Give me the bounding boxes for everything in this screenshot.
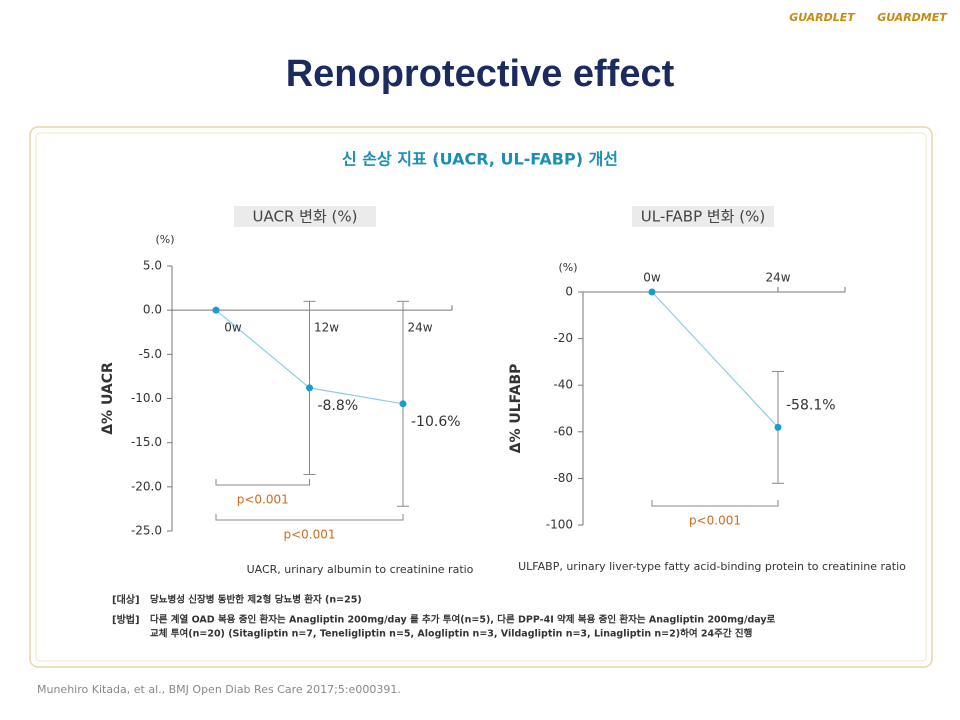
data-point	[306, 384, 313, 392]
slide-title: Renoprotective effect	[286, 53, 675, 95]
x-tick-label: 24w	[765, 271, 790, 285]
note-text: 당뇨병성 신장병 동반한 제2형 당뇨병 환자 (n=25)	[150, 594, 362, 606]
y-tick-label: -5.0	[139, 347, 162, 361]
significance-label: p<0.001	[237, 493, 289, 507]
chart-title: UL-FABP 변화 (%)	[641, 208, 765, 226]
citation: Munehiro Kitada, et al., BMJ Open Diab R…	[37, 683, 401, 696]
y-tick-label: -80	[553, 471, 573, 485]
y-tick-label: 0	[565, 285, 573, 299]
note-text: 교체 투여(n=20) (Sitagliptin n=7, Teneliglip…	[150, 628, 752, 640]
logo: GUARDLET	[789, 11, 856, 24]
series-line	[651, 291, 779, 428]
data-point	[774, 423, 782, 431]
chart-caption: UACR, urinary albumin to creatinine rati…	[247, 563, 474, 576]
data-point	[212, 306, 220, 314]
note-text: 다른 계열 OAD 복용 중인 환자는 Anagliptin 200mg/day…	[150, 614, 776, 626]
y-tick-label: -40	[553, 378, 573, 392]
x-tick-label: 0w	[643, 271, 661, 285]
x-tick-label: 24w	[407, 321, 432, 335]
y-axis-label: Δ% UACR	[100, 362, 116, 435]
chart-title-box	[632, 206, 774, 227]
significance-label: p<0.001	[283, 528, 335, 542]
logo: GUARDMET	[877, 11, 948, 24]
note-tag: [대상]	[112, 593, 140, 606]
chart-title-box	[234, 206, 376, 227]
significance-bracket	[651, 500, 779, 507]
y-tick-label: -20.0	[131, 479, 162, 493]
significance-bracket	[215, 514, 404, 521]
data-point	[648, 288, 656, 296]
chart-title: UACR 변화 (%)	[253, 208, 358, 226]
panel-inner	[35, 132, 927, 662]
panel-title: 신 손상 지표 (UACR, UL-FABP) 개선	[342, 150, 618, 169]
y-axis-label: Δ% ULFABP	[508, 364, 524, 454]
note-tag: [방법]	[112, 613, 140, 626]
y-tick-label: -15.0	[131, 435, 162, 449]
x-tick-label: 0w	[224, 321, 242, 335]
chart-caption: ULFABP, urinary liver-type fatty acid-bi…	[518, 560, 906, 573]
significance-bracket	[215, 479, 310, 486]
value-label: -8.8%	[318, 398, 359, 414]
significance-label: p<0.001	[689, 514, 741, 528]
y-tick-label: -20	[553, 331, 573, 345]
x-tick-label: 12w	[314, 321, 339, 335]
unit-label: (%)	[155, 233, 174, 246]
unit-label: (%)	[558, 261, 577, 274]
y-tick-label: -25.0	[131, 524, 162, 538]
y-tick-label: 0.0	[143, 303, 162, 317]
value-label: -10.6%	[411, 414, 461, 430]
y-tick-label: 5.0	[143, 259, 162, 273]
y-tick-label: -100	[546, 518, 573, 532]
y-tick-label: -60	[553, 424, 573, 438]
value-label: -58.1%	[786, 397, 836, 413]
data-point	[399, 400, 407, 408]
panel-frame	[29, 126, 933, 668]
y-tick-label: -10.0	[131, 391, 162, 405]
